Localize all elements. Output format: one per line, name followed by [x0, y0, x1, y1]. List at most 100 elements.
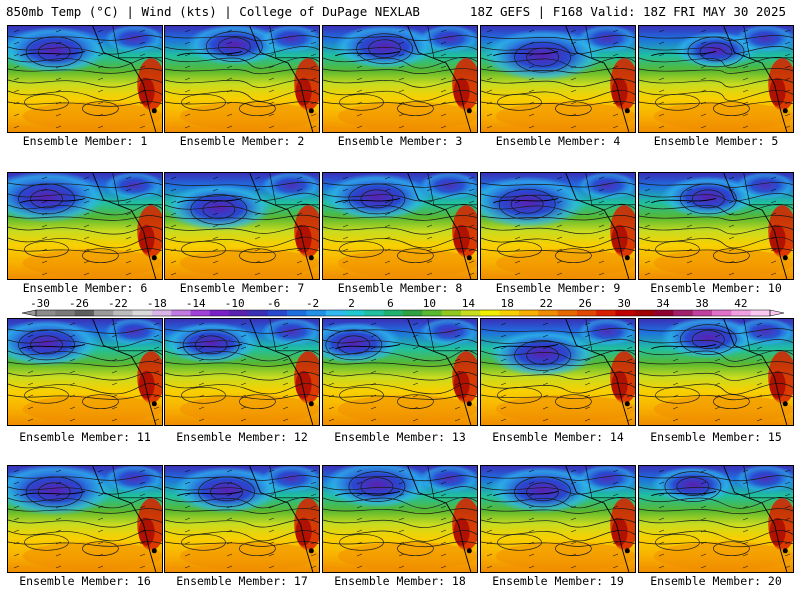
colorbar-tick-label: 6	[387, 297, 394, 310]
member-caption: Ensemble Member: 1	[22, 134, 148, 148]
colorbar-swatch	[36, 310, 56, 316]
colorbar-swatch	[190, 310, 211, 316]
temperature-map	[165, 466, 319, 572]
colorbar-swatch	[93, 310, 114, 316]
ensemble-panel	[7, 318, 163, 426]
member-caption: Ensemble Member: 10	[650, 281, 782, 295]
colorbar-swatch	[422, 310, 442, 316]
colorbar-swatch	[615, 310, 636, 316]
member-caption: Ensemble Member: 20	[650, 574, 782, 588]
colorbar-swatch	[209, 310, 230, 316]
member-caption: Ensemble Member: 15	[650, 430, 782, 444]
colorbar-swatch	[287, 310, 307, 316]
member-caption: Ensemble Member: 13	[334, 430, 466, 444]
colorbar-tick-label: -6	[267, 297, 280, 310]
ensemble-panel	[164, 465, 320, 573]
colorbar-swatch	[499, 310, 520, 316]
colorbar-swatch	[151, 310, 172, 316]
temperature-map	[639, 26, 793, 132]
valid-time: 18Z GEFS | F168 Valid: 18Z FRI MAY 30 20…	[469, 4, 786, 19]
colorbar-swatch	[673, 310, 694, 316]
ensemble-panel	[480, 465, 636, 573]
colorbar-left-arrow	[21, 309, 37, 317]
colorbar-swatch	[634, 310, 655, 316]
temperature-map	[481, 466, 635, 572]
temperature-map	[8, 173, 162, 279]
member-caption: Ensemble Member: 18	[334, 574, 466, 588]
colorbar-tick-label: 30	[617, 297, 630, 310]
colorbar-swatch	[576, 310, 597, 316]
ensemble-panel	[638, 172, 794, 280]
colorbar-swatch	[171, 310, 191, 316]
colorbar-tick-label: 26	[579, 297, 592, 310]
temperature-map	[481, 173, 635, 279]
colorbar-tick-label: -14	[186, 297, 206, 310]
temperature-map	[639, 466, 793, 572]
colorbar-swatch	[113, 310, 133, 316]
temperature-map	[639, 173, 793, 279]
member-caption: Ensemble Member: 3	[337, 134, 463, 148]
colorbar-swatch	[596, 310, 616, 316]
ensemble-panel	[322, 465, 478, 573]
colorbar-tick-label: 2	[348, 297, 355, 310]
ensemble-panel	[638, 465, 794, 573]
colorbar-tick-label: -30	[30, 297, 50, 310]
colorbar-swatch	[229, 310, 249, 316]
colorbar-swatch	[383, 310, 404, 316]
member-caption: Ensemble Member: 12	[176, 430, 308, 444]
colorbar-tick-label: 34	[656, 297, 670, 310]
colorbar-graphic: -30 -26 -22 -18 -14 -10 -6 -2 2 6 10 14 18 22 26 30 34 38…	[21, 297, 785, 317]
member-caption: Ensemble Member: 14	[492, 430, 624, 444]
ensemble-panel	[480, 318, 636, 426]
colorbar-swatch	[538, 310, 558, 316]
colorbar-swatch	[441, 310, 462, 316]
colorbar-swatch	[480, 310, 500, 316]
colorbar-tick-label: 38	[695, 297, 708, 310]
member-caption: Ensemble Member: 5	[653, 134, 779, 148]
colorbar-swatch	[460, 310, 481, 316]
colorbar-swatch	[267, 310, 288, 316]
member-caption: Ensemble Member: 11	[19, 430, 151, 444]
temperature-map	[323, 26, 477, 132]
member-caption: Ensemble Member: 6	[22, 281, 148, 295]
colorbar-swatch	[692, 310, 713, 316]
colorbar-tick-label: 10	[423, 297, 436, 310]
colorbar-swatch	[403, 310, 423, 316]
ensemble-panel	[164, 172, 320, 280]
ensemble-panel	[322, 25, 478, 133]
member-caption: Ensemble Member: 4	[495, 134, 621, 148]
colorbar-tick-label: -2	[306, 297, 319, 310]
member-caption: Ensemble Member: 17	[176, 574, 308, 588]
temperature-map	[323, 466, 477, 572]
temperature-map	[8, 26, 162, 132]
colorbar-tick-label: -18	[147, 297, 167, 310]
member-caption: Ensemble Member: 16	[19, 574, 151, 588]
temperature-map	[8, 466, 162, 572]
colorbar-tick-label: -22	[108, 297, 128, 310]
colorbar-tick-label: 22	[540, 297, 553, 310]
colorbar: -30 -26 -22 -18 -14 -10 -6 -2 2 6 10 14 18 22 26 30 34 38…	[0, 296, 800, 320]
temperature-map	[481, 26, 635, 132]
temperature-map	[8, 319, 162, 425]
colorbar-swatch	[654, 310, 674, 316]
member-caption: Ensemble Member: 19	[492, 574, 624, 588]
ensemble-panel	[480, 25, 636, 133]
colorbar-swatch	[518, 310, 539, 316]
colorbar-swatch	[750, 310, 771, 316]
ensemble-panel	[480, 172, 636, 280]
colorbar-right-arrow	[769, 309, 785, 317]
ensemble-panel	[322, 172, 478, 280]
colorbar-swatch	[731, 310, 751, 316]
colorbar-swatch	[132, 310, 153, 316]
colorbar-swatch	[712, 310, 732, 316]
ensemble-panel	[638, 25, 794, 133]
colorbar-swatch	[248, 310, 269, 316]
temperature-map	[481, 319, 635, 425]
member-caption: Ensemble Member: 8	[337, 281, 463, 295]
colorbar-tick-label: 14	[462, 297, 476, 310]
temperature-map	[165, 173, 319, 279]
ensemble-panel	[322, 318, 478, 426]
ensemble-panel	[164, 25, 320, 133]
temperature-map	[639, 319, 793, 425]
colorbar-swatch	[74, 310, 95, 316]
